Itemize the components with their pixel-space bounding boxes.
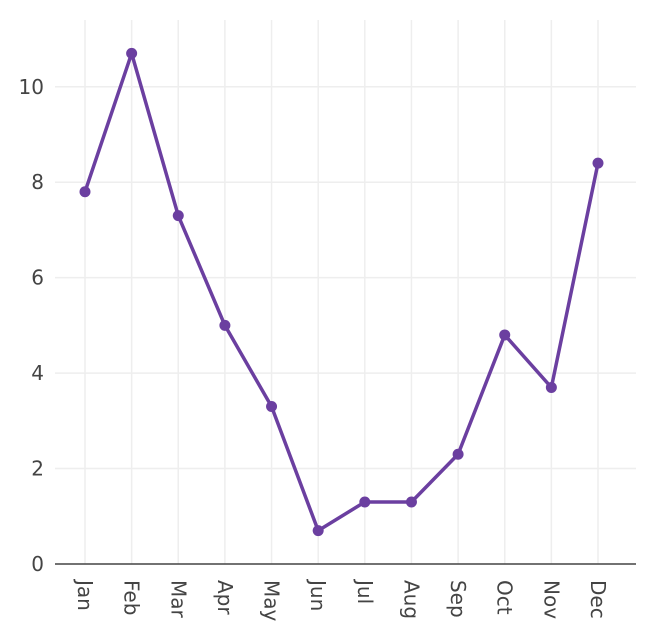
y-tick-labels: 0 2 4 6 8 10 <box>19 75 44 576</box>
x-tick-label: Apr <box>213 580 237 615</box>
x-tick-label: Feb <box>120 580 144 615</box>
data-point-jan[interactable] <box>79 186 91 198</box>
x-tick-label: Aug <box>399 580 423 619</box>
data-point-jul[interactable] <box>359 496 371 508</box>
y-tick-label: 10 <box>19 75 44 99</box>
data-point-mar[interactable] <box>172 210 184 222</box>
series-line-group <box>79 47 604 537</box>
x-tick-label: Mar <box>166 580 190 619</box>
x-tick-label: Sep <box>446 580 470 618</box>
x-tick-label: Jan <box>73 578 97 611</box>
grid-lines <box>55 20 636 564</box>
y-tick-label: 4 <box>31 361 44 385</box>
data-point-dec[interactable] <box>592 157 604 169</box>
x-tick-label: May <box>260 580 284 622</box>
x-tick-label: Jul <box>353 578 377 604</box>
x-tick-label: Jun <box>306 578 330 611</box>
data-point-feb[interactable] <box>126 47 138 59</box>
data-point-oct[interactable] <box>499 329 511 341</box>
y-tick-label: 8 <box>31 170 44 194</box>
data-point-jun[interactable] <box>312 525 324 537</box>
x-tick-label: Oct <box>493 580 517 615</box>
x-tick-label: Dec <box>586 580 610 619</box>
y-tick-label: 2 <box>31 457 44 481</box>
x-tick-label: Nov <box>539 580 563 619</box>
data-point-sep[interactable] <box>452 448 464 460</box>
data-point-aug[interactable] <box>405 496 417 508</box>
y-tick-label: 0 <box>31 552 44 576</box>
series-line <box>83 51 600 533</box>
data-point-nov[interactable] <box>545 381 557 393</box>
data-point-may[interactable] <box>266 401 278 413</box>
x-tick-labels: Jan Feb Mar Apr May Jun Jul Aug Sep Oct Nov Dec <box>73 578 610 622</box>
data-point-apr[interactable] <box>219 319 231 331</box>
y-tick-label: 6 <box>31 266 44 290</box>
